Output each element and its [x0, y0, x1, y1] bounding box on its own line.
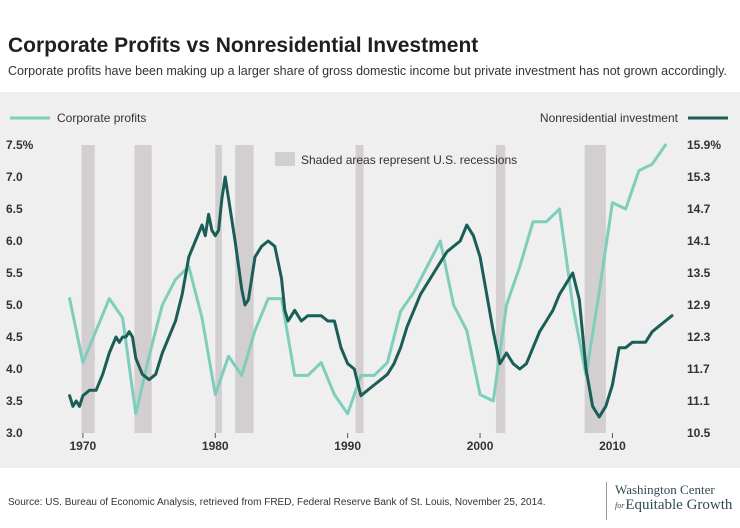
chart-area: 3.0 3.5 4.0 4.5 5.0 5.5 6.0 6.5 7.0 7.5% 10.5 11.1 1… [0, 92, 740, 468]
y-left-tick-label: 5.5 [6, 266, 23, 280]
series-line-investment [68, 175, 674, 419]
x-tick-label: 2000 [467, 439, 494, 453]
brand-line-1: Washington Center [615, 482, 715, 497]
source-note: Source: US. Bureau of Economic Analysis,… [8, 497, 546, 508]
y-right-tick-label: 12.3 [687, 330, 711, 344]
brand-logo: Washington Center forEquitable Growth [606, 482, 732, 520]
recession-note: Shaded areas represent U.S. recessions [301, 153, 517, 167]
y-right-tick-label: 14.7 [687, 202, 711, 216]
y-left-tick-label: 3.5 [6, 394, 23, 408]
brand-line-2: forEquitable Growth [615, 497, 732, 514]
chart-svg: 3.0 3.5 4.0 4.5 5.0 5.5 6.0 6.5 7.0 7.5% 10.5 11.1 1… [6, 111, 728, 453]
series-line-profits [68, 143, 667, 416]
x-tick-label: 2010 [599, 439, 626, 453]
y-right-tick-label: 11.7 [687, 362, 710, 376]
recession-band [215, 145, 222, 433]
axis-layer: 3.0 3.5 4.0 4.5 5.0 5.5 6.0 6.5 7.0 7.5% 10.5 11.1 1… [6, 138, 721, 453]
y-left-tick-label: 5.0 [6, 298, 23, 312]
y-left-tick-label: 6.0 [6, 234, 23, 248]
brand-for: for [615, 501, 625, 510]
y-left-tick-label: 6.5 [6, 202, 23, 216]
y-left-tick-label: 4.5 [6, 330, 23, 344]
y-left-tick-label: 4.0 [6, 362, 23, 376]
recession-band [134, 145, 152, 433]
legend-label-profits: Corporate profits [57, 111, 146, 125]
header: Corporate Profits vs Nonresidential Inve… [0, 0, 740, 92]
legend-layer: Corporate profits Nonresidential investm… [10, 111, 728, 167]
x-tick-label: 1980 [202, 439, 229, 453]
y-right-tick-label: 15.9% [687, 138, 721, 152]
y-right-tick-label: 13.5 [687, 266, 711, 280]
recession-band [495, 145, 506, 433]
series-layer [68, 143, 674, 419]
recession-band [584, 145, 606, 433]
recession-layer [81, 145, 606, 433]
y-right-tick-label: 14.1 [687, 234, 711, 248]
y-right-tick-label: 12.9 [687, 298, 711, 312]
x-tick-label: 1970 [70, 439, 97, 453]
y-right-tick-label: 15.3 [687, 170, 711, 184]
recession-band [235, 145, 254, 433]
legend-label-investment: Nonresidential investment [540, 111, 679, 125]
chart-title: Corporate Profits vs Nonresidential Inve… [8, 34, 479, 57]
x-tick-label: 1990 [334, 439, 361, 453]
y-left-tick-label: 7.5% [6, 138, 34, 152]
footer: Source: US. Bureau of Economic Analysis,… [0, 468, 740, 528]
recession-note-swatch [275, 152, 295, 166]
chart-subtitle: Corporate profits have been making up a … [8, 64, 727, 78]
y-left-tick-label: 7.0 [6, 170, 23, 184]
y-right-tick-label: 11.1 [687, 394, 710, 408]
y-right-tick-label: 10.5 [687, 426, 711, 440]
brand-line-2-text: Equitable Growth [625, 497, 733, 513]
y-left-tick-label: 3.0 [6, 426, 23, 440]
recession-band [355, 145, 364, 433]
